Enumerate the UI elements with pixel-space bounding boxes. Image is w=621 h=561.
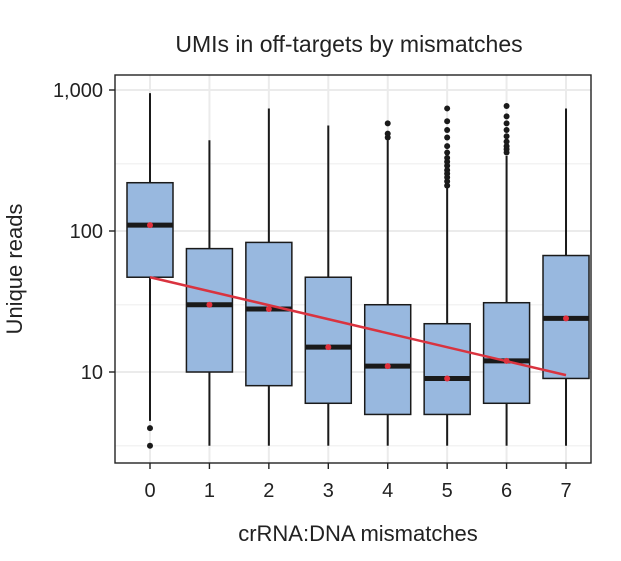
- x-axis: 0 1 2 3 4 5 6 7: [144, 463, 572, 502]
- x-tick-label: 7: [560, 480, 571, 502]
- mean-point: [265, 305, 272, 312]
- box-group: [245, 108, 293, 446]
- box-group: [423, 105, 471, 446]
- x-tick-label: 6: [501, 480, 512, 502]
- box: [423, 322, 471, 416]
- box-group: [363, 120, 412, 446]
- x-tick-label: 4: [382, 480, 393, 502]
- mean-point: [384, 363, 391, 370]
- x-tick-label: 1: [204, 480, 215, 502]
- outlier-point: [444, 182, 451, 189]
- outlier-point: [444, 134, 451, 141]
- trend-line: [149, 276, 567, 377]
- x-tick-label: 2: [263, 480, 274, 502]
- box: [363, 303, 412, 416]
- outlier-point: [444, 149, 451, 156]
- outlier-point: [444, 118, 451, 125]
- x-axis-label: crRNA:DNA mismatches: [238, 521, 478, 546]
- outlier-point: [147, 425, 153, 432]
- x-tick-label: 0: [144, 480, 155, 502]
- box: [482, 301, 531, 405]
- mean-point: [563, 315, 570, 322]
- box-group: [185, 140, 234, 446]
- y-tick-label: 100: [70, 221, 103, 243]
- x-tick-label: 3: [323, 480, 334, 502]
- chart-title: UMIs in off-targets by mismatches: [175, 31, 522, 57]
- outlier-point: [444, 127, 451, 134]
- outlier-point: [384, 130, 391, 137]
- box: [304, 276, 353, 405]
- outlier-point: [444, 143, 451, 150]
- outlier-point: [147, 442, 153, 449]
- mean-point: [325, 344, 332, 351]
- outlier-point: [384, 120, 391, 127]
- trend-line-layer: [149, 276, 567, 377]
- box-group: [482, 103, 531, 446]
- boxplot-layer: [126, 93, 590, 449]
- y-axis-label: Unique reads: [2, 204, 27, 335]
- mean-point: [206, 301, 213, 308]
- outlier-point: [503, 120, 510, 127]
- outlier-point: [503, 127, 510, 134]
- outlier-point: [444, 167, 451, 174]
- box-group: [126, 93, 174, 449]
- y-tick-label: 10: [81, 362, 103, 384]
- box: [245, 241, 293, 387]
- plot-frame: [114, 74, 592, 464]
- y-tick-label: 1,000: [53, 80, 103, 102]
- box: [126, 181, 174, 278]
- box-group: [304, 125, 353, 446]
- mean-point: [444, 375, 451, 382]
- outlier-point: [503, 103, 510, 110]
- box-group: [542, 108, 590, 446]
- outlier-point: [503, 133, 510, 140]
- outlier-point: [444, 154, 451, 161]
- outlier-point: [444, 105, 451, 112]
- mean-point: [147, 222, 153, 229]
- outlier-point: [503, 143, 510, 150]
- x-tick-label: 5: [442, 480, 453, 502]
- box: [185, 247, 234, 373]
- outlier-point: [503, 138, 510, 145]
- outlier-point: [503, 113, 510, 120]
- y-axis: 10 100 1,000: [53, 80, 115, 384]
